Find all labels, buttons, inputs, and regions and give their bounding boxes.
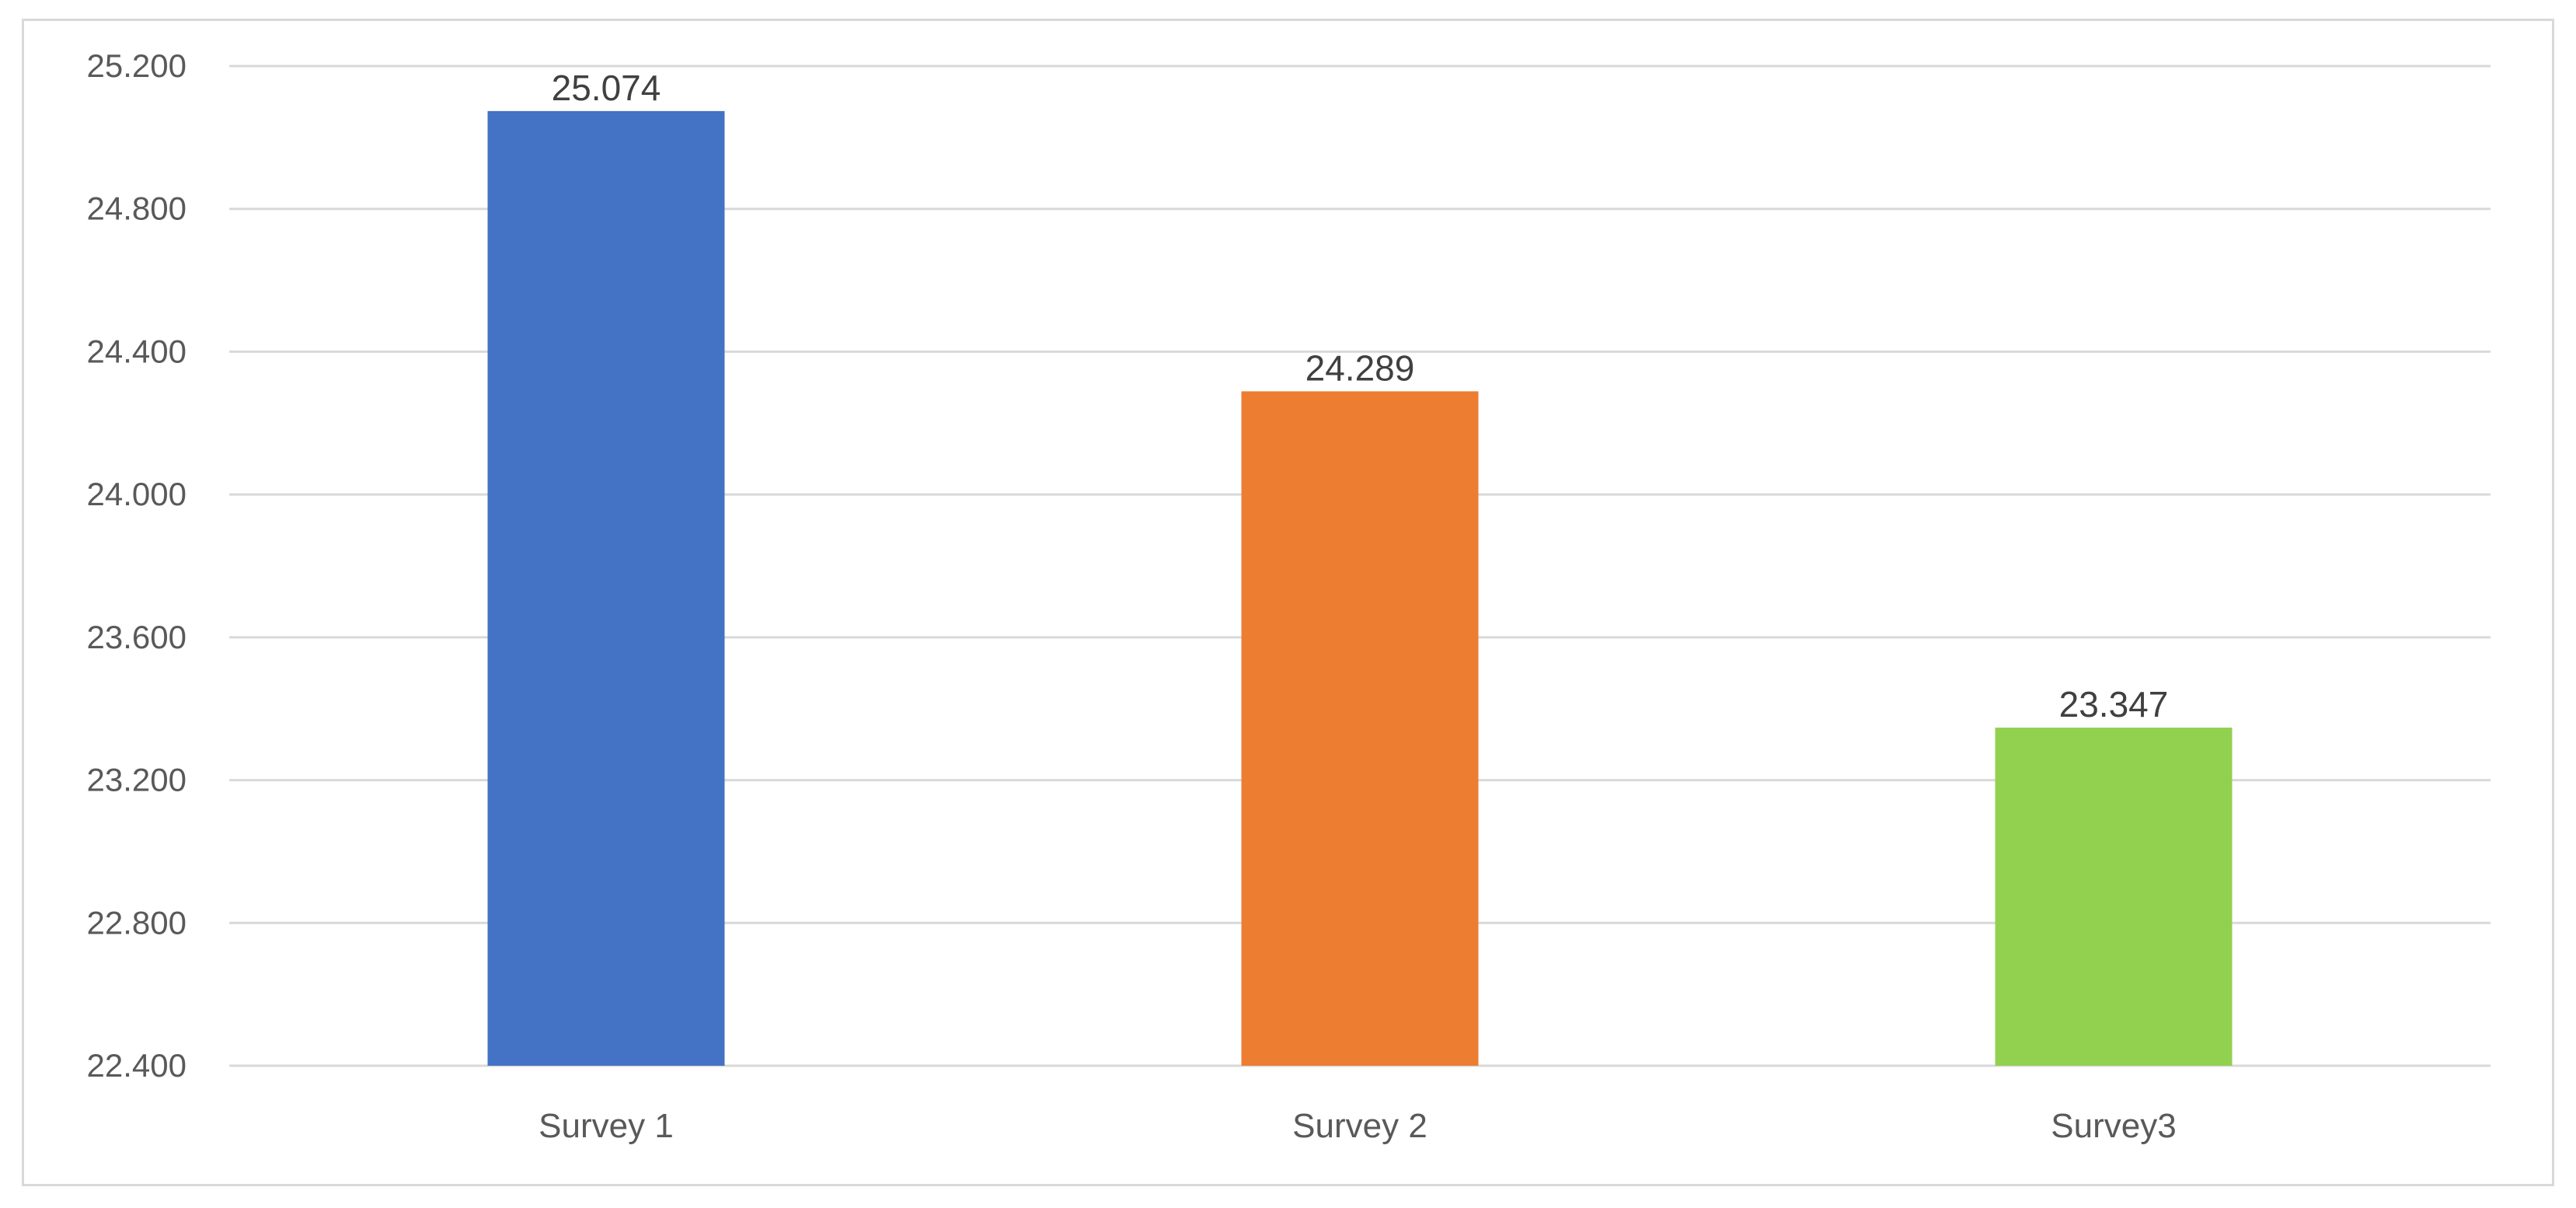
y-tick-label: 23.600 [87, 619, 186, 655]
data-label: 23.347 [2059, 684, 2169, 724]
bar [1995, 728, 2233, 1066]
y-tick-label: 22.800 [87, 904, 186, 941]
bar [1241, 391, 1479, 1066]
x-category-label: Survey 2 [1292, 1107, 1427, 1145]
bar [487, 110, 725, 1066]
data-labels: 25.074 24.289 23.347 [552, 68, 2169, 724]
data-label: 25.074 [552, 68, 661, 108]
x-axis-categories: Survey 1 Survey 2 Survey3 [539, 1107, 2177, 1145]
y-tick-label: 25.200 [87, 47, 186, 84]
bars [487, 110, 2233, 1066]
x-category-label: Survey 1 [539, 1107, 674, 1145]
x-category-label: Survey3 [2051, 1107, 2176, 1145]
y-tick-label: 24.800 [87, 190, 186, 227]
y-tick-label: 23.200 [87, 762, 186, 798]
y-tick-label: 22.400 [87, 1047, 186, 1084]
y-tick-label: 24.000 [87, 476, 186, 512]
y-axis-ticks: 22.400 22.800 23.200 23.600 24.000 24.400 24.8… [87, 47, 186, 1084]
y-tick-label: 24.400 [87, 333, 186, 369]
data-label: 24.289 [1305, 347, 1415, 388]
